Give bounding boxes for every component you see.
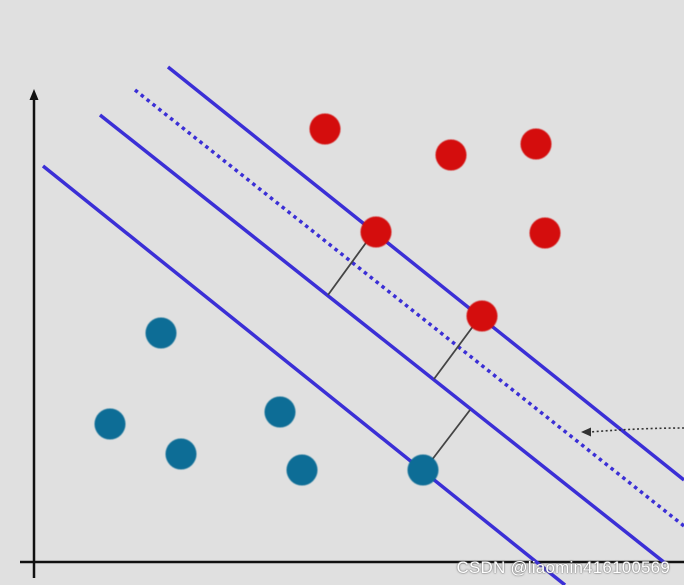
red-data-point (309, 113, 341, 145)
watermark: CSDN @liaomin416100569 (456, 558, 670, 577)
margin-segment (327, 239, 369, 296)
blue-data-point (286, 454, 318, 486)
red-data-point (529, 217, 561, 249)
pointer-arrow (581, 427, 684, 437)
blue-data-point (94, 408, 126, 440)
lower-margin-line (98, 113, 667, 565)
hyperplanes (41, 65, 684, 585)
axes (20, 89, 684, 578)
blue-data-point (264, 396, 296, 428)
blue-data-point (165, 438, 197, 470)
y-axis-arrow-icon (29, 89, 39, 100)
margin-segment (427, 409, 471, 466)
red-data-point (466, 300, 498, 332)
arrow-left-icon (581, 427, 591, 437)
red-data-point (435, 139, 467, 171)
outer-boundary-line (41, 164, 567, 585)
blue-data-point (407, 454, 439, 486)
red-data-point (360, 216, 392, 248)
pointer-arrow-line (589, 427, 684, 433)
negative-class-points (94, 317, 439, 486)
positive-class-points (309, 113, 561, 332)
margin-segment (433, 324, 475, 380)
margin-segments (327, 239, 475, 466)
blue-data-point (145, 317, 177, 349)
upper-margin-line (166, 65, 684, 482)
red-data-point (520, 128, 552, 160)
